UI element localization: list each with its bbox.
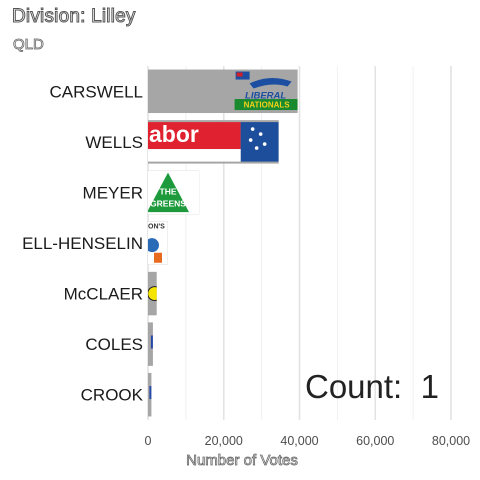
category-label: WELLS xyxy=(85,133,143,152)
x-axis-label: Number of Votes xyxy=(186,452,299,470)
category-label: McCLAER xyxy=(64,285,143,304)
chart-subtitle: QLD xyxy=(13,36,45,54)
gridlines xyxy=(147,66,452,420)
category-label: CARSWELL xyxy=(49,82,143,101)
star xyxy=(254,146,259,150)
star xyxy=(258,132,263,136)
category-label: MEYER xyxy=(83,183,143,202)
count-label: Count: xyxy=(305,368,403,405)
count-value: 1 xyxy=(420,368,439,405)
liberal-text: LIBERAL xyxy=(245,91,286,102)
star xyxy=(248,138,253,142)
category-label: ELL-HENSELIN xyxy=(22,234,143,253)
x-tick-label: 20,000 xyxy=(205,434,243,448)
x-tick-label: 60,000 xyxy=(356,434,394,448)
nationals-text: NATIONALS xyxy=(244,101,291,110)
star xyxy=(262,142,267,146)
one-nation-text: ON'S xyxy=(148,223,165,230)
category-labels: CARSWELL WELLS MEYER ELL-HENSELIN McCLAER COL… xyxy=(22,82,144,404)
x-tick-label: 0 xyxy=(145,434,152,448)
count-annotation: Count: 1 xyxy=(305,368,439,406)
chart-title: Division: Lilley xyxy=(12,6,136,28)
star xyxy=(250,127,255,131)
x-tick-label: 80,000 xyxy=(432,434,470,448)
bar xyxy=(148,322,153,366)
small-party-logo xyxy=(149,386,152,400)
category-label: COLES xyxy=(85,335,143,354)
labor-text: abor xyxy=(149,121,199,147)
smiley-logo xyxy=(148,286,157,302)
small-party-logo xyxy=(150,335,153,349)
greens-the-text: THE xyxy=(160,187,177,197)
one-nation-logo: ON'S xyxy=(148,221,168,265)
x-tick-label: 40,000 xyxy=(280,434,318,448)
greens-text: GREENS xyxy=(150,198,186,208)
category-label: CROOK xyxy=(81,386,144,405)
tick-labels: 0 20,000 40,000 60,000 80,000 xyxy=(145,434,471,448)
labor-logo: abor xyxy=(148,121,279,162)
